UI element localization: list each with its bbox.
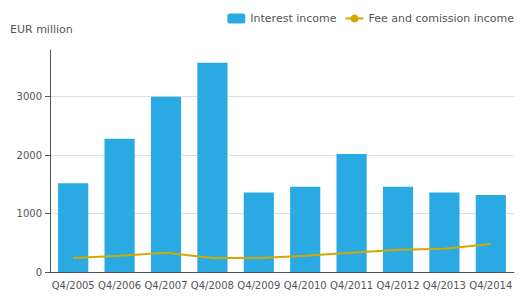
- svg-text:Q4/2007: Q4/2007: [144, 280, 187, 291]
- svg-text:Q4/2008: Q4/2008: [191, 280, 234, 291]
- svg-text:Q4/2013: Q4/2013: [423, 280, 466, 291]
- svg-text:Q4/2005: Q4/2005: [52, 280, 95, 291]
- svg-text:EUR million: EUR million: [10, 23, 73, 36]
- svg-text:3000: 3000: [17, 91, 42, 102]
- svg-text:Q4/2011: Q4/2011: [330, 280, 373, 291]
- svg-text:Q4/2010: Q4/2010: [284, 280, 327, 291]
- svg-text:Q4/2012: Q4/2012: [376, 280, 419, 291]
- svg-text:2000: 2000: [17, 150, 42, 161]
- svg-text:1000: 1000: [17, 208, 42, 219]
- svg-text:0: 0: [36, 267, 42, 278]
- svg-text:Q4/2006: Q4/2006: [98, 280, 141, 291]
- svg-text:Q4/2009: Q4/2009: [237, 280, 280, 291]
- svg-text:Interest income: Interest income: [250, 12, 336, 25]
- svg-text:Q4/2014: Q4/2014: [469, 280, 512, 291]
- svg-text:Fee and comission income: Fee and comission income: [368, 12, 514, 25]
